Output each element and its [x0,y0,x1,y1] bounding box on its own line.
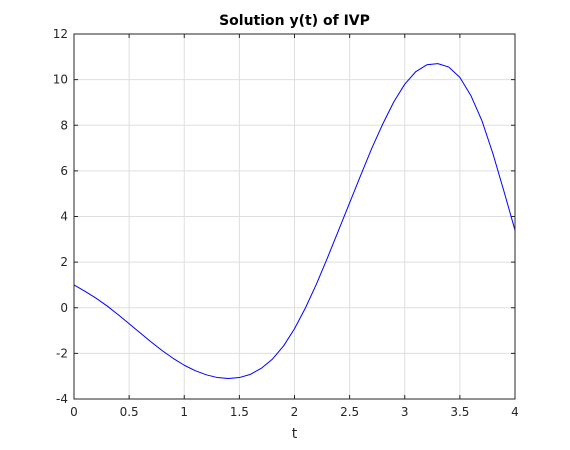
x-tick-label: 3.5 [450,405,469,419]
x-tick-label: 0 [70,405,78,419]
y-tick-label: 0 [60,301,68,315]
y-tick-label: 4 [60,210,68,224]
series-line [73,63,516,379]
y-tick-label: 12 [53,27,68,41]
x-tick-label: 4 [511,405,519,419]
x-tick-label: 3 [401,405,409,419]
x-axis-label: t [292,426,298,442]
x-tick-label: 1.5 [230,405,249,419]
x-tick-label: 2.5 [340,405,359,419]
chart-title: Solution y(t) of IVP [219,13,370,29]
x-tick-label: 2 [291,405,299,419]
y-tick-label: 8 [60,118,68,132]
y-tick-label: 2 [60,255,68,269]
y-tick-label: -2 [56,346,68,360]
x-tick-label: 0.5 [120,405,139,419]
plot-area: 0 0.5 1 1.5 2 2.5 3 3.5 4 -4 -2 0 2 4 6 8 10 12 [53,27,519,419]
y-tick-label: -4 [56,392,68,406]
y-tick-label: 6 [60,164,68,178]
x-tick-label: 1 [180,405,188,419]
y-tick-label: 10 [53,73,68,87]
